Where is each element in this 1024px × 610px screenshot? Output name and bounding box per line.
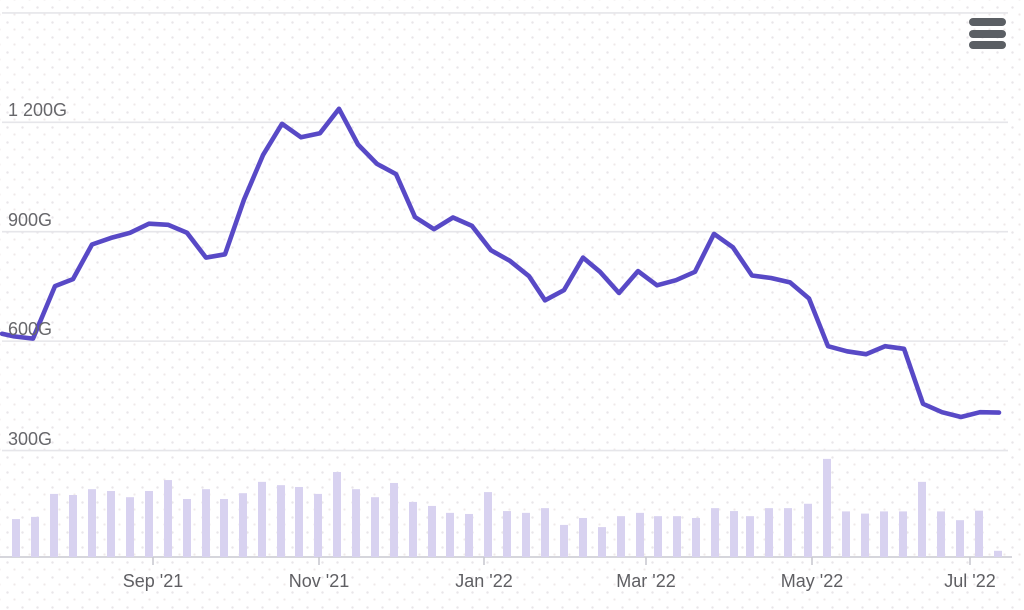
volume-bar bbox=[202, 489, 210, 557]
y-axis-label: 1 200G bbox=[8, 100, 68, 121]
volume-bar bbox=[31, 516, 39, 557]
volume-bar bbox=[765, 508, 773, 557]
volume-bar bbox=[88, 489, 96, 557]
volume-bar bbox=[371, 497, 379, 557]
volume-bar bbox=[956, 520, 964, 557]
volume-bar bbox=[673, 516, 681, 557]
volume-bar bbox=[746, 516, 754, 557]
x-axis-label: Jul '22 bbox=[944, 571, 996, 591]
volume-bar bbox=[12, 519, 20, 557]
volume-bar bbox=[333, 472, 341, 557]
volume-bar bbox=[352, 489, 360, 557]
volume-bar bbox=[823, 458, 831, 557]
volume-bar bbox=[598, 527, 606, 557]
volume-bar bbox=[730, 511, 738, 557]
volume-bar bbox=[784, 508, 792, 557]
volume-bar bbox=[975, 510, 983, 557]
volume-bar bbox=[522, 512, 530, 557]
volume-bar bbox=[617, 516, 625, 557]
chart-context-menu-button[interactable] bbox=[969, 18, 1006, 49]
volume-bar bbox=[541, 508, 549, 557]
volume-bar bbox=[861, 513, 869, 557]
volume-bar bbox=[145, 490, 153, 557]
x-axis-label: Mar '22 bbox=[616, 571, 676, 591]
volume-bar bbox=[711, 508, 719, 557]
volume-bar bbox=[107, 490, 115, 557]
volume-bar bbox=[409, 501, 417, 557]
volume-bar bbox=[654, 516, 662, 557]
volume-bar bbox=[484, 492, 492, 557]
volume-bar bbox=[937, 511, 945, 557]
x-axis-label: Jan '22 bbox=[455, 571, 513, 591]
volume-bar bbox=[239, 493, 247, 557]
y-axis-label: 900G bbox=[8, 209, 53, 230]
volume-bar bbox=[69, 495, 77, 557]
volume-bar bbox=[503, 511, 511, 557]
volume-bar bbox=[183, 499, 191, 557]
volume-bar bbox=[842, 511, 850, 557]
volume-bar bbox=[804, 503, 812, 557]
x-axis-label: Nov '21 bbox=[288, 571, 350, 591]
volume-bar bbox=[428, 505, 436, 557]
volume-bar bbox=[258, 481, 266, 557]
volume-bar bbox=[692, 517, 700, 557]
volume-bar bbox=[880, 511, 888, 557]
x-axis-label: Sep '21 bbox=[122, 571, 184, 591]
volume-bar bbox=[314, 493, 322, 557]
y-axis-label: 600G bbox=[8, 319, 53, 340]
y-axis-label: 300G bbox=[8, 428, 53, 449]
volume-bar bbox=[164, 480, 172, 557]
volume-bar bbox=[994, 550, 1002, 557]
volume-bar bbox=[390, 482, 398, 557]
volume-bar bbox=[560, 524, 568, 557]
volume-bar bbox=[295, 486, 303, 557]
volume-bar bbox=[126, 497, 134, 557]
volume-bar bbox=[579, 517, 587, 557]
volume-bar bbox=[220, 499, 228, 557]
x-axis-label: May '22 bbox=[780, 571, 844, 591]
price-line-series bbox=[0, 106, 1002, 420]
volume-bar bbox=[277, 485, 285, 557]
volume-bar bbox=[446, 512, 454, 557]
volume-bar bbox=[899, 511, 907, 557]
volume-bar bbox=[50, 493, 58, 557]
volume-bar bbox=[918, 481, 926, 557]
volume-bar bbox=[636, 512, 644, 557]
volume-bar bbox=[465, 513, 473, 557]
